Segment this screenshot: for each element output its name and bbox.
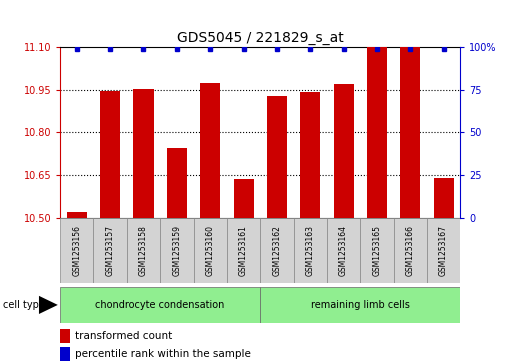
- Bar: [160, 218, 194, 283]
- Bar: [200, 83, 220, 218]
- Bar: [167, 148, 187, 218]
- Text: GSM1253163: GSM1253163: [306, 225, 315, 276]
- Text: percentile rank within the sample: percentile rank within the sample: [75, 349, 251, 359]
- Bar: [127, 218, 160, 283]
- Text: GSM1253160: GSM1253160: [206, 225, 214, 276]
- Bar: [60, 218, 94, 283]
- Text: transformed count: transformed count: [75, 331, 173, 341]
- Bar: [100, 91, 120, 218]
- Title: GDS5045 / 221829_s_at: GDS5045 / 221829_s_at: [177, 31, 344, 45]
- Bar: [60, 287, 260, 323]
- Text: chondrocyte condensation: chondrocyte condensation: [96, 300, 225, 310]
- Text: remaining limb cells: remaining limb cells: [311, 300, 410, 310]
- Text: GSM1253165: GSM1253165: [372, 225, 381, 276]
- Bar: [434, 178, 453, 218]
- Text: cell type: cell type: [3, 300, 44, 310]
- Bar: [427, 218, 460, 283]
- Text: GSM1253157: GSM1253157: [106, 225, 115, 276]
- Bar: [94, 218, 127, 283]
- Bar: [327, 218, 360, 283]
- Bar: [227, 218, 260, 283]
- Text: GSM1253162: GSM1253162: [272, 225, 281, 276]
- Bar: [194, 218, 227, 283]
- Bar: [260, 287, 460, 323]
- Text: GSM1253166: GSM1253166: [406, 225, 415, 276]
- Bar: [394, 218, 427, 283]
- Bar: [60, 347, 70, 361]
- Bar: [360, 218, 393, 283]
- Text: GSM1253158: GSM1253158: [139, 225, 148, 276]
- Bar: [293, 218, 327, 283]
- Bar: [367, 47, 387, 218]
- Polygon shape: [39, 296, 58, 314]
- Bar: [133, 89, 154, 218]
- Bar: [60, 329, 70, 343]
- Text: GSM1253167: GSM1253167: [439, 225, 448, 276]
- Text: GSM1253159: GSM1253159: [173, 225, 181, 276]
- Text: GSM1253161: GSM1253161: [239, 225, 248, 276]
- Bar: [233, 179, 254, 218]
- Bar: [67, 212, 87, 218]
- Bar: [260, 218, 293, 283]
- Text: GSM1253164: GSM1253164: [339, 225, 348, 276]
- Bar: [267, 95, 287, 218]
- Bar: [334, 84, 354, 218]
- Text: GSM1253156: GSM1253156: [72, 225, 81, 276]
- Bar: [400, 47, 420, 218]
- Bar: [300, 92, 320, 218]
